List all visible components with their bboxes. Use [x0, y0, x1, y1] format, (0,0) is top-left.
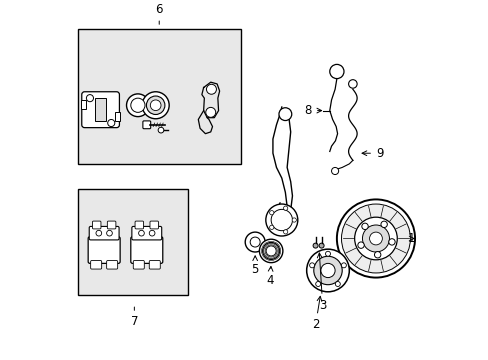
Bar — [115, 112, 120, 121]
Text: 5: 5 — [251, 256, 258, 276]
FancyBboxPatch shape — [130, 237, 163, 264]
FancyBboxPatch shape — [90, 261, 102, 269]
Circle shape — [158, 127, 163, 133]
Circle shape — [306, 249, 348, 292]
Text: 3: 3 — [317, 253, 325, 312]
Circle shape — [283, 206, 287, 210]
Circle shape — [265, 246, 276, 256]
FancyBboxPatch shape — [88, 237, 120, 264]
Text: 4: 4 — [266, 266, 273, 287]
Bar — [77, 189, 187, 295]
Circle shape — [259, 239, 282, 263]
Circle shape — [142, 92, 169, 119]
FancyBboxPatch shape — [89, 226, 119, 240]
Circle shape — [341, 263, 346, 268]
FancyBboxPatch shape — [92, 221, 101, 229]
Circle shape — [313, 256, 342, 285]
Circle shape — [265, 204, 297, 236]
Circle shape — [341, 204, 409, 273]
Circle shape — [335, 282, 340, 287]
Circle shape — [205, 107, 215, 117]
FancyBboxPatch shape — [106, 261, 118, 269]
Circle shape — [380, 221, 386, 228]
Circle shape — [309, 263, 314, 268]
Circle shape — [315, 282, 320, 287]
Circle shape — [146, 96, 164, 114]
Circle shape — [262, 242, 279, 260]
Circle shape — [150, 100, 161, 111]
Circle shape — [130, 98, 145, 112]
FancyBboxPatch shape — [81, 92, 119, 128]
Circle shape — [106, 230, 112, 236]
Circle shape — [336, 199, 414, 278]
Circle shape — [244, 232, 264, 252]
Bar — [77, 29, 241, 164]
Circle shape — [250, 237, 260, 247]
Circle shape — [278, 108, 291, 121]
Circle shape — [325, 251, 330, 256]
Circle shape — [361, 223, 367, 230]
Circle shape — [206, 84, 216, 94]
Text: 9: 9 — [361, 147, 383, 160]
Circle shape — [149, 230, 155, 236]
Circle shape — [388, 239, 394, 245]
Circle shape — [269, 225, 273, 229]
Circle shape — [270, 210, 292, 231]
Circle shape — [126, 94, 149, 117]
Circle shape — [312, 243, 317, 248]
Circle shape — [369, 232, 382, 245]
Circle shape — [329, 64, 343, 78]
Circle shape — [86, 95, 93, 102]
Circle shape — [348, 80, 356, 88]
Circle shape — [269, 211, 273, 215]
Circle shape — [331, 167, 338, 175]
FancyBboxPatch shape — [107, 221, 116, 229]
Circle shape — [357, 242, 364, 248]
FancyBboxPatch shape — [150, 221, 158, 229]
FancyBboxPatch shape — [149, 261, 160, 269]
Circle shape — [138, 230, 144, 236]
Circle shape — [319, 243, 324, 248]
FancyBboxPatch shape — [132, 226, 162, 240]
Circle shape — [107, 120, 115, 127]
Circle shape — [96, 230, 102, 236]
Text: 1: 1 — [407, 232, 415, 245]
FancyBboxPatch shape — [133, 261, 144, 269]
Circle shape — [354, 217, 396, 260]
Circle shape — [283, 230, 287, 234]
FancyBboxPatch shape — [135, 221, 143, 229]
Text: 7: 7 — [130, 315, 138, 328]
Circle shape — [362, 225, 388, 252]
Text: 8: 8 — [304, 104, 321, 117]
Text: 2: 2 — [311, 296, 321, 332]
Circle shape — [374, 252, 380, 258]
Bar — [81, 100, 86, 109]
Circle shape — [320, 264, 334, 278]
FancyBboxPatch shape — [95, 98, 106, 121]
Circle shape — [291, 218, 296, 222]
Text: 6: 6 — [155, 4, 163, 17]
FancyBboxPatch shape — [142, 121, 150, 129]
